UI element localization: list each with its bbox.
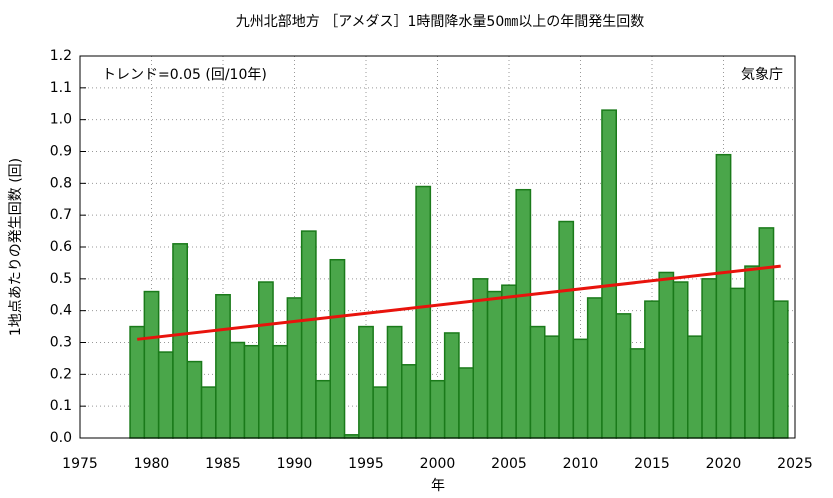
bar (186, 360, 203, 439)
x-tick-label: 1995 (348, 456, 384, 472)
bar (744, 265, 761, 439)
bar (515, 188, 532, 439)
bar (358, 325, 374, 439)
x-tick-label: 2020 (706, 456, 742, 472)
y-tick-label: 0.3 (50, 335, 72, 351)
bar (258, 281, 274, 439)
source-annotation: 気象庁 (741, 67, 783, 83)
bar (157, 351, 174, 439)
bar (329, 258, 346, 439)
y-tick-label: 0.2 (50, 366, 72, 382)
x-tick-label: 2025 (777, 456, 813, 472)
bar (658, 271, 675, 439)
trend-line (137, 264, 781, 341)
x-tick-label: 2015 (634, 456, 670, 472)
bar (200, 386, 217, 439)
bar (572, 338, 589, 439)
bar (429, 379, 446, 439)
x-tick-label: 2010 (563, 456, 599, 472)
bar (172, 243, 188, 439)
y-tick-label: 0.0 (50, 430, 72, 446)
bar (501, 284, 517, 439)
bar (300, 230, 317, 439)
bar (586, 297, 603, 439)
x-tick-label: 2005 (491, 456, 527, 472)
y-tick-label: 0.7 (50, 207, 72, 223)
bar (372, 386, 389, 439)
bar (401, 364, 417, 439)
y-tick-label: 1.2 (50, 48, 72, 64)
bar (443, 332, 460, 439)
x-tick-label: 1990 (277, 456, 313, 472)
bar (286, 297, 303, 439)
bar (729, 287, 746, 439)
x-tick-label: 1985 (205, 456, 241, 472)
y-tick-label: 1.0 (50, 112, 72, 128)
bar (601, 109, 618, 439)
bar (644, 300, 660, 439)
bar (486, 290, 503, 439)
bar (544, 335, 560, 439)
x-tick-label: 2000 (420, 456, 456, 472)
trend-annotation: トレンド=0.05 (回/10年) (102, 67, 267, 83)
bar (615, 313, 632, 439)
chart-title: 九州北部地方 ［アメダス］1時間降水量50㎜以上の年間発生回数 (236, 14, 644, 30)
bar (629, 348, 646, 439)
bar (458, 367, 475, 439)
bar (229, 341, 246, 439)
plot-frame (79, 55, 796, 439)
bar (143, 290, 160, 439)
y-tick-label: 0.8 (50, 175, 72, 191)
bar (772, 300, 789, 439)
bar (243, 344, 260, 439)
bar (701, 278, 718, 439)
x-tick-label: 1975 (62, 456, 98, 472)
bar (715, 153, 732, 439)
bar (672, 281, 689, 439)
bar (758, 227, 775, 439)
y-tick-label: 0.9 (50, 144, 72, 160)
bar (529, 325, 546, 439)
x-tick-label: 1980 (134, 456, 170, 472)
bar (415, 185, 432, 439)
bar (215, 294, 231, 439)
bar (558, 220, 575, 439)
y-axis-label: 1地点あたりの発生回数 (回) (8, 158, 24, 336)
bar (129, 325, 146, 439)
y-tick-label: 0.6 (50, 239, 72, 255)
bar (472, 278, 489, 439)
bar (687, 335, 703, 439)
y-tick-label: 0.5 (50, 271, 72, 287)
bar (386, 325, 403, 439)
y-tick-label: 1.1 (50, 80, 72, 96)
bar (315, 379, 332, 439)
x-axis-label: 年 (431, 478, 445, 494)
bar (272, 344, 289, 439)
y-tick-label: 0.1 (50, 398, 72, 414)
y-tick-label: 0.4 (50, 303, 72, 319)
